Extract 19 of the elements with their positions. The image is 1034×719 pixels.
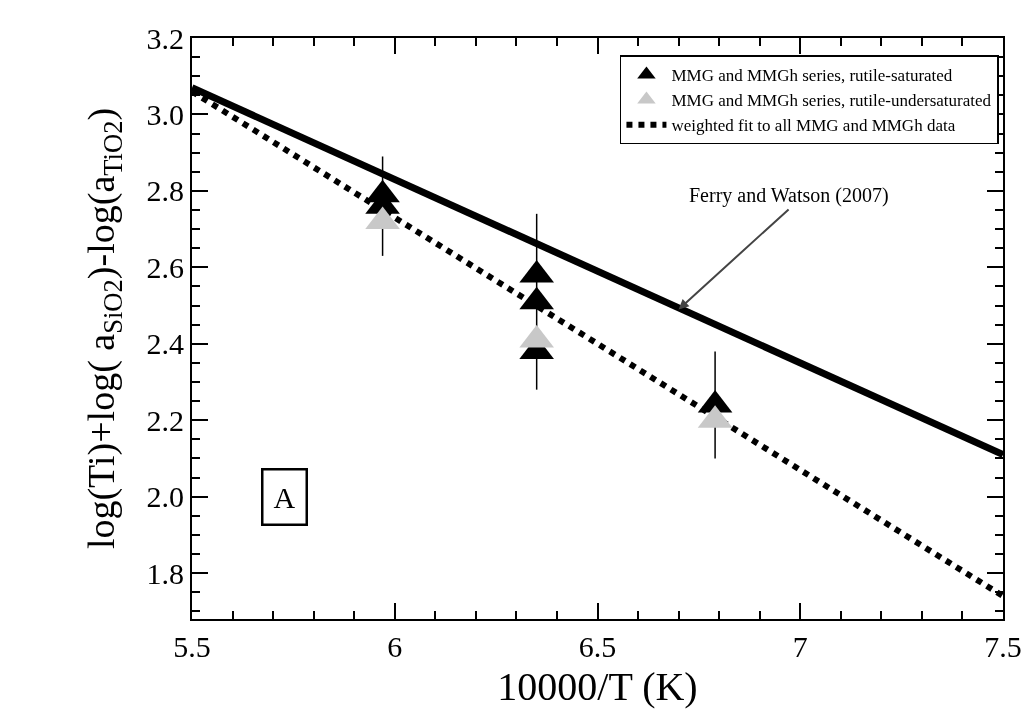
y-tick-label: 3.0 [146, 97, 184, 131]
legend-label: weighted fit to all MMG and MMGh data [671, 116, 956, 136]
legend-label: MMG and MMGh series, rutile-undersaturated [671, 91, 992, 111]
x-tick-label: 5.5 [173, 630, 211, 663]
x-tick-label: 6 [387, 630, 403, 663]
x-axis-title: 10000/T (K) [497, 664, 698, 709]
y-tick-label: 2.2 [146, 403, 184, 437]
y-tick-label: 2.6 [146, 250, 184, 284]
y-tick-label: 1.8 [146, 556, 184, 590]
annotation: Ferry and Watson (2007) [689, 184, 889, 207]
y-tick-label: 2.4 [146, 327, 184, 361]
y-tick-label: 2.0 [146, 480, 184, 514]
y-tick-label: 3.2 [146, 21, 184, 55]
x-tick-label: 7.5 [984, 630, 1022, 663]
x-tick-label: 7 [792, 630, 808, 663]
y-tick-label: 2.8 [146, 174, 184, 208]
legend-label: MMG and MMGh series, rutile-saturated [671, 66, 953, 86]
x-tick-label: 6.5 [578, 630, 617, 663]
annotation: A [273, 480, 296, 514]
